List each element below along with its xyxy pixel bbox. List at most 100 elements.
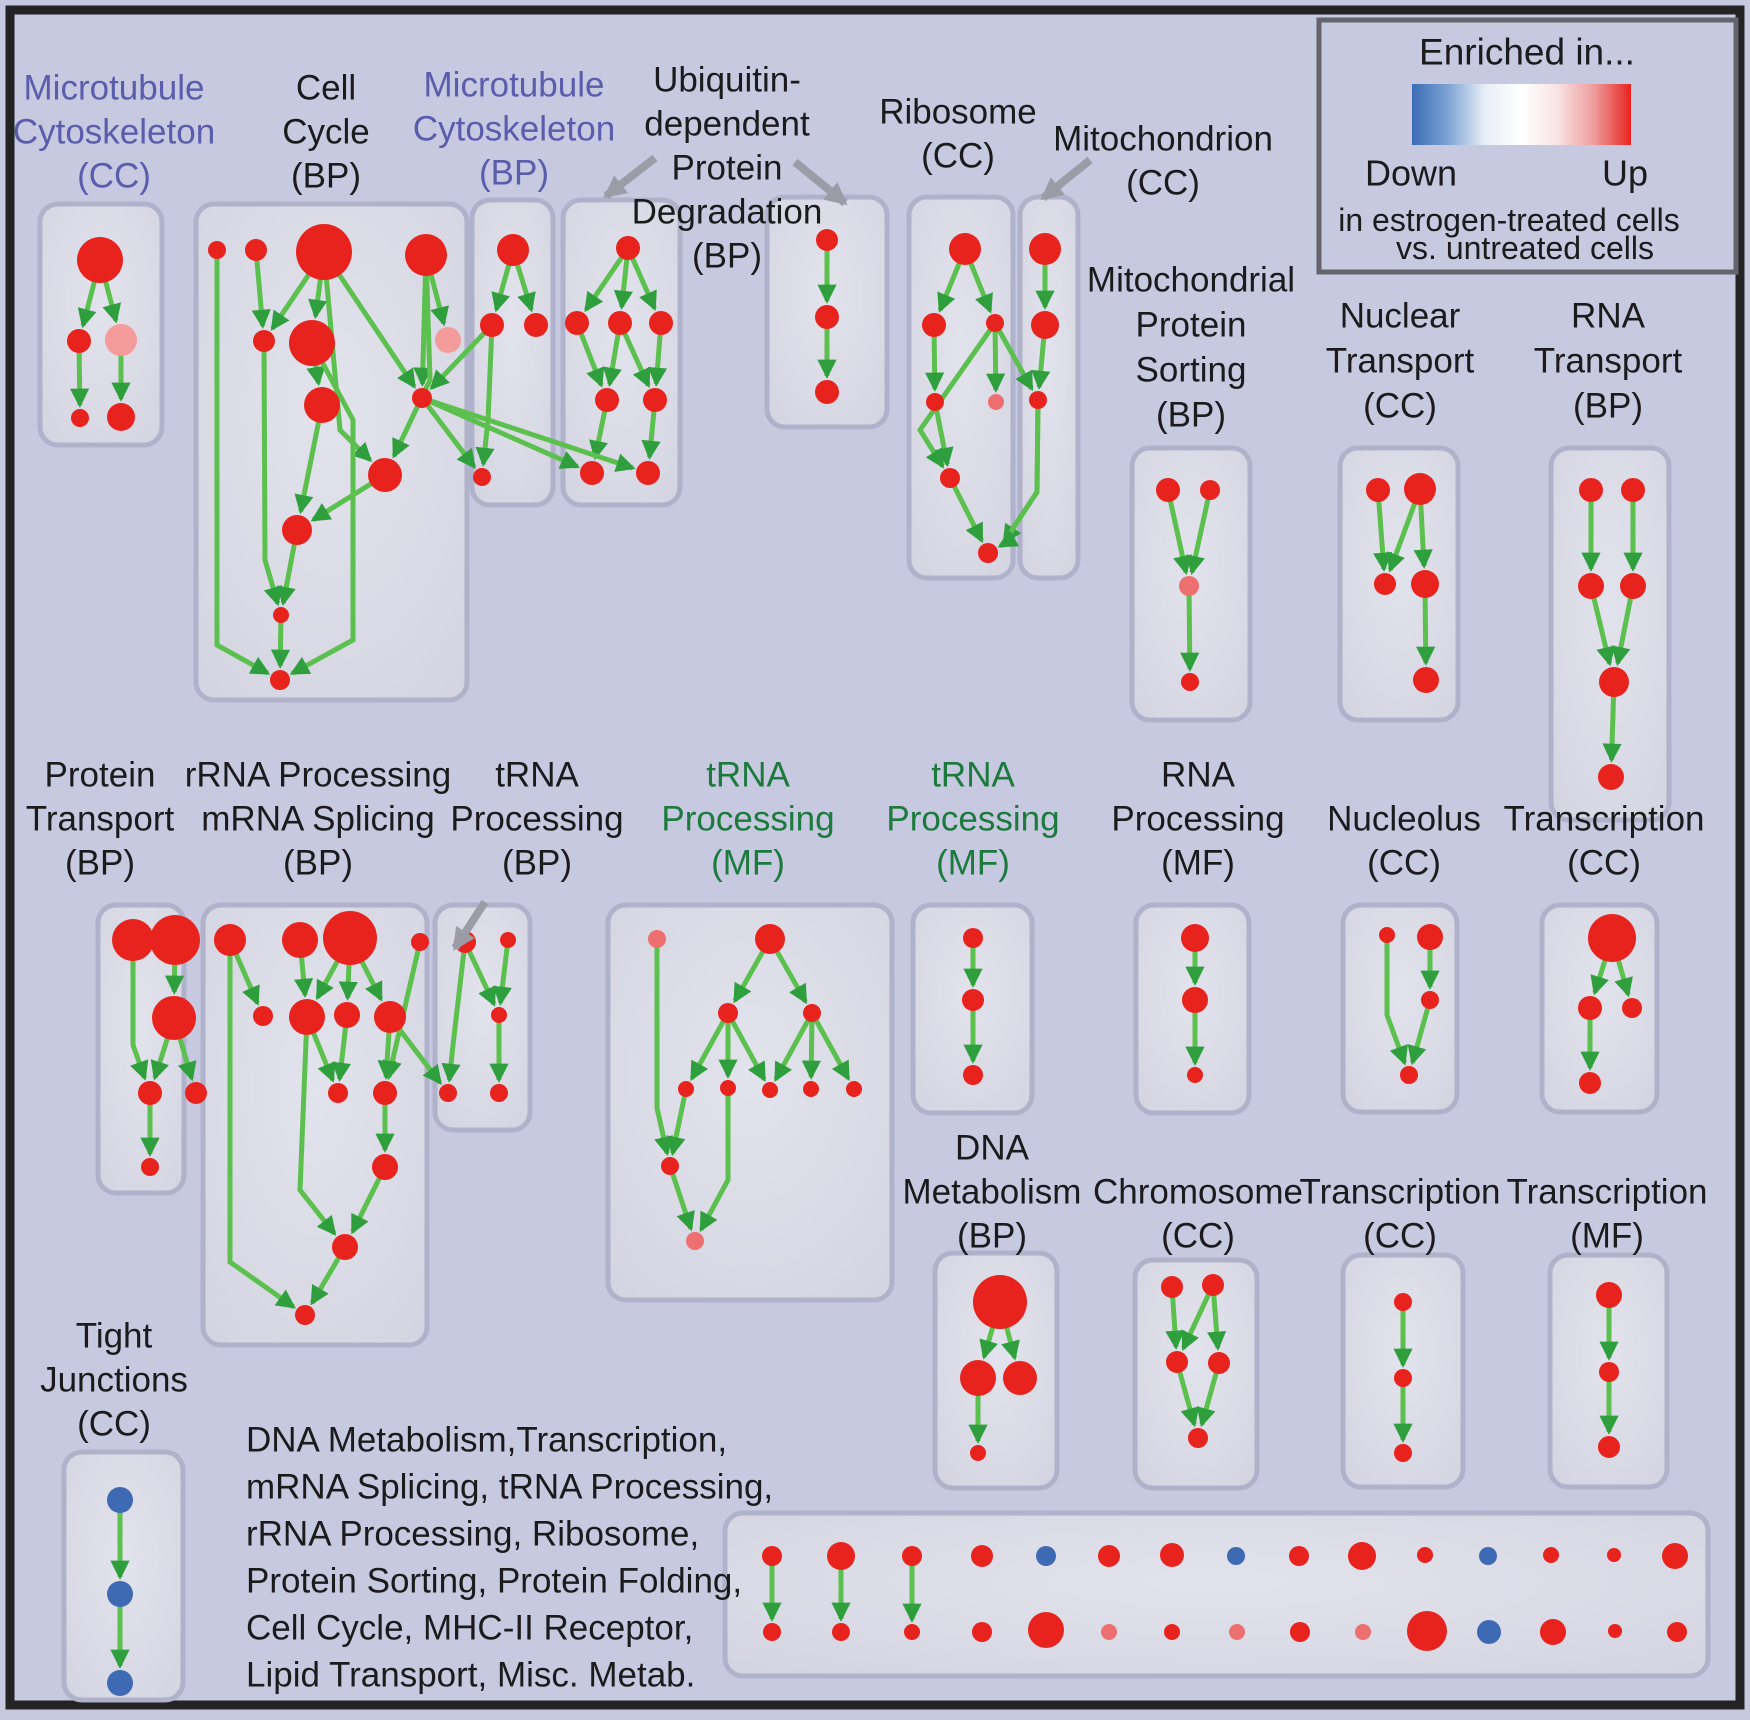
node-trna-mf1-2 (718, 1003, 738, 1023)
node-mt-bp-2 (524, 313, 548, 337)
node-prot-trans-0 (112, 919, 154, 961)
node-ubiq1-3 (649, 311, 673, 335)
node-mps-2 (1179, 576, 1199, 596)
node-misc-24 (1355, 1624, 1371, 1640)
node-trans-cc1-0 (1588, 914, 1636, 962)
edge-rrna (348, 964, 349, 998)
node-trans-mf-1 (1599, 1362, 1619, 1382)
node-trans-cc1-2 (1622, 998, 1642, 1018)
node-ubiq1-1 (565, 311, 589, 335)
node-trans-mf-0 (1596, 1282, 1622, 1308)
node-trna-mf1-8 (846, 1081, 862, 1097)
node-rrna-7 (374, 1001, 406, 1033)
node-rrna-2 (323, 911, 377, 965)
node-cell-cycle-12 (270, 670, 290, 690)
node-ubiq1-2 (608, 311, 632, 335)
edge-mt-cc (79, 352, 80, 405)
cluster-box-rrna (203, 905, 427, 1345)
node-mt-cc-0 (77, 237, 123, 283)
node-misc-11 (1479, 1547, 1497, 1565)
node-rna-trans-4 (1599, 667, 1629, 697)
node-trna-mf2-0 (963, 928, 983, 948)
edge-mps (1189, 595, 1190, 669)
edge-chromosome (1173, 1297, 1176, 1347)
node-chromosome-3 (1208, 1352, 1230, 1374)
node-ubiq1-6 (580, 461, 604, 485)
node-nuc-trans-3 (1411, 570, 1439, 598)
node-prot-trans-5 (141, 1158, 159, 1176)
node-misc-16 (832, 1623, 850, 1641)
node-prot-trans-4 (185, 1082, 207, 1104)
node-cell-cycle-8 (412, 388, 432, 408)
node-tight-junc-1 (107, 1581, 133, 1607)
node-trna-mf1-6 (762, 1082, 778, 1098)
node-trans-mf-2 (1598, 1436, 1620, 1458)
node-trna-bp-4 (490, 1084, 508, 1102)
node-rrna-12 (295, 1305, 315, 1325)
node-trna-mf1-5 (720, 1080, 736, 1096)
node-misc-7 (1227, 1547, 1245, 1565)
cluster-box-nuc-trans (1340, 448, 1458, 720)
node-misc-1 (827, 1542, 855, 1570)
node-rna-trans-3 (1620, 573, 1646, 599)
node-nucleolus-3 (1400, 1066, 1418, 1084)
node-tight-junc-0 (107, 1487, 133, 1513)
node-nuc-trans-1 (1404, 473, 1436, 505)
node-ribosome-5 (940, 468, 960, 488)
node-misc-28 (1608, 1624, 1622, 1638)
node-rrna-8 (328, 1083, 348, 1103)
legend-up-label: Up (1602, 153, 1648, 194)
node-ribosome-0 (949, 233, 981, 265)
node-cell-cycle-6 (435, 327, 461, 353)
node-mito-2 (1029, 391, 1047, 409)
node-mps-1 (1200, 480, 1220, 500)
node-misc-13 (1607, 1548, 1621, 1562)
node-cell-cycle-1 (245, 239, 267, 261)
node-rrna-6 (334, 1002, 360, 1028)
node-misc-27 (1540, 1619, 1566, 1645)
node-trna-bp-2 (491, 1007, 507, 1023)
node-trna-mf2-2 (963, 1065, 983, 1085)
node-ubiq2-0 (816, 229, 838, 251)
edge-rrna (386, 1032, 389, 1077)
node-misc-18 (972, 1622, 992, 1642)
node-trna-mf1-7 (803, 1081, 819, 1097)
legend-down-label: Down (1365, 153, 1457, 194)
node-nucleolus-1 (1417, 924, 1443, 950)
node-misc-8 (1289, 1546, 1309, 1566)
node-rrna-9 (373, 1081, 397, 1105)
node-prot-trans-1 (150, 915, 200, 965)
node-trans-cc2-0 (1394, 1293, 1412, 1311)
node-misc-22 (1229, 1624, 1245, 1640)
node-trna-bp-1 (500, 932, 516, 948)
node-misc-9 (1348, 1542, 1376, 1570)
node-chromosome-2 (1166, 1351, 1188, 1373)
node-misc-19 (1028, 1612, 1064, 1648)
node-misc-2 (902, 1546, 922, 1566)
node-mito-0 (1029, 233, 1061, 265)
node-misc-14 (1662, 1543, 1688, 1569)
legend-gradient-bar (1412, 84, 1631, 145)
node-nuc-trans-0 (1366, 478, 1390, 502)
node-misc-17 (904, 1624, 920, 1640)
node-misc-10 (1417, 1547, 1433, 1563)
node-prot-trans-3 (138, 1081, 162, 1105)
node-misc-25 (1407, 1611, 1447, 1651)
node-ubiq1-0 (616, 236, 640, 260)
node-cell-cycle-4 (253, 330, 275, 352)
node-rna-trans-0 (1579, 478, 1603, 502)
edge-rna-trans (1612, 696, 1614, 760)
node-misc-5 (1098, 1545, 1120, 1567)
node-mps-3 (1181, 673, 1199, 691)
node-cell-cycle-7 (304, 387, 340, 423)
node-nuc-trans-2 (1374, 573, 1396, 595)
node-dna-metab-1 (960, 1360, 996, 1396)
node-nucleolus-2 (1421, 991, 1439, 1009)
node-misc-21 (1164, 1624, 1180, 1640)
node-mps-0 (1156, 478, 1180, 502)
node-prot-trans-2 (152, 996, 196, 1040)
node-trna-mf1-4 (678, 1081, 694, 1097)
node-trans-cc1-3 (1579, 1072, 1601, 1094)
